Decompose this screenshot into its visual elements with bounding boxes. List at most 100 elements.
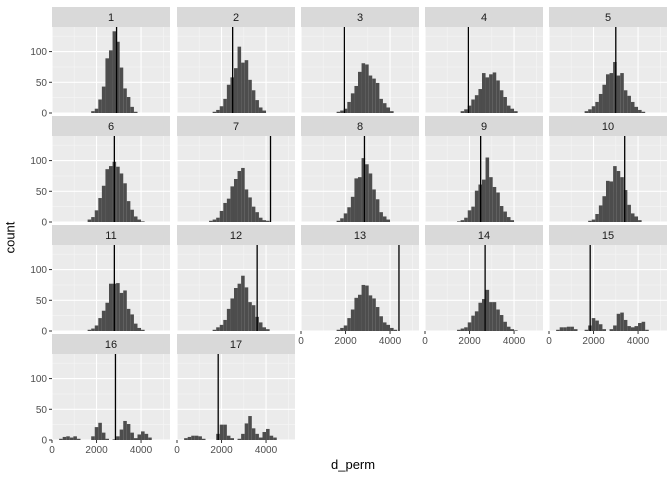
histogram-bar [266,220,270,222]
histogram-bar [630,101,635,113]
facet-strip [425,7,543,27]
y-tick-label: 50 [36,405,48,416]
facet-panel-6: 6 0 50 100 [30,116,170,229]
facet-strip [301,225,419,245]
histogram-bar [343,325,348,331]
histogram-bar [137,434,142,440]
x-tick-label: 4000 [255,445,278,456]
histogram-bar [216,327,220,331]
x-tick-label: 0 [298,336,304,347]
histogram-bar [467,105,472,113]
facet-label: 4 [481,12,487,24]
histogram-bar [365,64,369,113]
histogram-bar [460,111,465,113]
histogram-bar [379,212,383,222]
y-tick-label: 50 [36,78,48,89]
histogram-bar [620,73,624,113]
histogram-bar [336,329,341,331]
histogram-bar [382,322,387,331]
histogram-bar [510,108,515,113]
histogram-bar [623,319,628,331]
histogram-bar [460,220,465,222]
histogram-bar [226,435,231,440]
histogram-bar [390,111,394,113]
histogram-bar [262,432,267,440]
facet-strip [52,116,170,136]
histogram-bar [340,327,344,331]
facet-strip [177,225,295,245]
histogram-bar [634,106,639,113]
facet-label: 15 [602,230,614,242]
histogram-bar [258,107,263,113]
histogram-bar [634,326,639,331]
x-tick-label: 4000 [503,336,526,347]
x-tick-label: 0 [546,336,552,347]
histogram-bar [638,109,642,113]
histogram-bar [627,204,631,222]
histogram-bar [598,324,603,331]
facet-strip [549,7,667,27]
histogram-bar [216,109,220,113]
histogram-bar [492,302,497,331]
facet-panel-14: 14 0 2000 4000 [422,225,543,347]
histogram-bar [343,108,348,113]
histogram-bar [273,437,277,440]
histogram-bar [223,202,227,222]
y-tick-label: 0 [41,218,47,229]
histogram-bar [616,75,621,113]
facet-label: 6 [108,121,114,133]
histogram-bar [133,216,138,222]
histogram-bar [248,416,252,440]
histogram-bar [386,107,391,113]
histogram-bar [340,110,344,113]
facet-strip [425,225,543,245]
histogram-bar [144,433,149,440]
histogram-bar [133,323,138,331]
histogram-bar [605,74,610,113]
histogram-bar [591,106,596,113]
facet-strip [52,7,170,27]
y-tick-label: 100 [30,374,47,385]
facet-label: 10 [602,121,614,133]
histogram-bar [116,436,120,440]
histogram-bar [116,283,120,331]
facet-panel-15: 15 0 2000 4000 [546,225,667,347]
facet-strip [52,225,170,245]
histogram-bar [126,201,131,222]
histogram-bar [226,308,231,331]
histogram-bar [123,88,127,113]
histogram-bar [357,177,362,222]
histogram-bar [223,98,227,113]
x-tick-label: 4000 [379,336,402,347]
histogram-bar [255,433,259,440]
histogram-bar [492,186,497,222]
histogram-bar [248,197,252,222]
facet-label: 1 [108,12,114,24]
histogram-bar [223,424,227,440]
histogram-bar [237,283,242,331]
histogram-bar [98,99,102,113]
histogram-bar [248,79,252,113]
histogram-bar [627,326,631,331]
histogram-bar [119,67,124,113]
histogram-bar [105,169,109,222]
histogram-bar [485,77,490,113]
histogram-bar [481,73,486,113]
histogram-bar [570,326,574,331]
histogram-bar [613,62,617,113]
histogram-bar [368,173,373,222]
panel-background [549,245,667,331]
histogram-bar [269,435,274,440]
histogram-bar [365,164,369,222]
histogram-bar [237,46,242,113]
histogram-bar [464,109,468,113]
histogram-bar [266,329,270,331]
histogram-bar [556,329,560,331]
histogram-bar [506,217,511,222]
facet-panel-17: 17 0 2000 4000 [174,334,295,456]
y-tick-label: 0 [41,109,47,120]
histogram-bar [602,329,606,331]
histogram-bar [598,93,603,113]
histogram-bar [514,330,518,331]
facet-panel-4: 4 [424,7,543,114]
